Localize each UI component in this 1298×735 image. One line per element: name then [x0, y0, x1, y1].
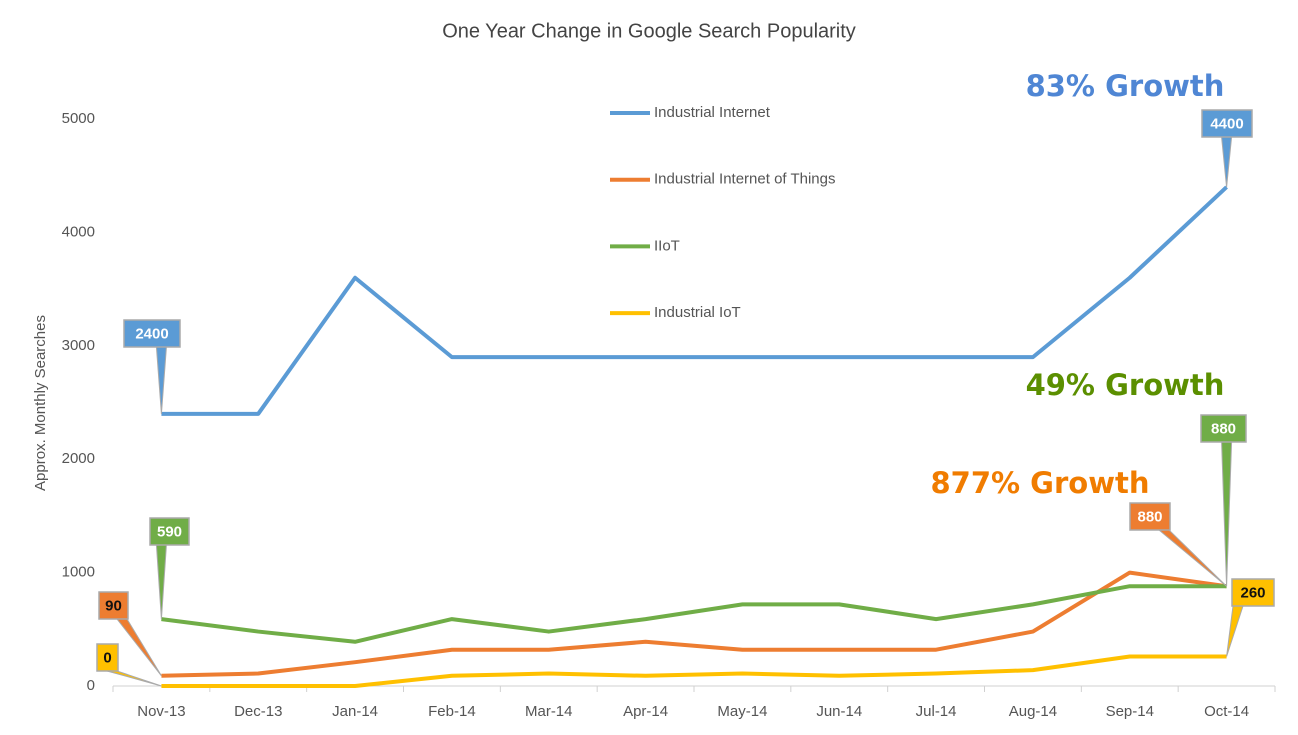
data-label: 4400 — [1210, 115, 1243, 132]
series-line — [161, 584, 1227, 644]
callout-box — [1200, 414, 1247, 443]
x-tick-label: Apr-14 — [623, 703, 668, 720]
data-label: 0 — [103, 649, 111, 666]
callout-box — [98, 591, 129, 620]
x-tick-label: Mar-14 — [525, 703, 573, 720]
y-tick-label: 5000 — [62, 110, 95, 127]
series-line — [161, 570, 1227, 678]
y-tick-label: 4000 — [62, 223, 95, 240]
x-tick-label: Jan-14 — [332, 703, 378, 720]
callout-pointer — [106, 670, 162, 687]
callout-pointer — [155, 346, 167, 414]
x-tick-label: Feb-14 — [428, 703, 476, 720]
callout-box — [149, 517, 190, 546]
x-tick-label: Sep-14 — [1106, 703, 1154, 720]
x-tick-label: Oct-14 — [1204, 703, 1249, 720]
callout-pointer — [155, 544, 167, 620]
data-label: 90 — [105, 597, 122, 614]
y-tick-label: 3000 — [62, 337, 95, 354]
x-tick-label: Nov-13 — [137, 703, 185, 720]
annotation: 83% Growth — [1026, 69, 1225, 103]
callout-box — [1231, 578, 1275, 607]
callout-pointer — [1221, 136, 1233, 188]
legend-label: Industrial Internet of Things — [654, 171, 836, 188]
x-tick-label: Jul-14 — [916, 703, 957, 720]
annotation: 877% Growth — [930, 466, 1149, 500]
chart-title: One Year Change in Google Search Popular… — [442, 20, 856, 42]
y-tick-label: 0 — [87, 677, 95, 694]
callout-box — [1129, 502, 1171, 531]
callout-pointer — [115, 618, 162, 677]
legend-label: Industrial IoT — [654, 304, 741, 321]
callout-pointer — [1221, 441, 1233, 587]
y-tick-label: 1000 — [62, 564, 95, 581]
data-label: 590 — [157, 523, 182, 540]
annotation: 49% Growth — [1026, 368, 1225, 402]
y-axis-title: Approx. Monthly Searches — [32, 315, 49, 491]
legend-label: IIoT — [654, 237, 680, 254]
data-label: 880 — [1211, 420, 1236, 437]
callout-box — [96, 643, 119, 672]
x-tick-label: May-14 — [717, 703, 767, 720]
callout-pointer — [1226, 605, 1244, 657]
y-tick-label: 2000 — [62, 450, 95, 467]
data-label: 880 — [1137, 508, 1162, 525]
legend-label: Industrial Internet — [654, 104, 771, 121]
data-label: 2400 — [135, 325, 168, 342]
data-label: 260 — [1240, 584, 1265, 601]
series-line — [161, 654, 1227, 688]
x-tick-label: Dec-13 — [234, 703, 282, 720]
series-line — [161, 185, 1228, 416]
x-tick-label: Aug-14 — [1009, 703, 1057, 720]
callout-box — [123, 319, 181, 348]
callout-box — [1201, 109, 1253, 138]
x-tick-label: Jun-14 — [816, 703, 862, 720]
